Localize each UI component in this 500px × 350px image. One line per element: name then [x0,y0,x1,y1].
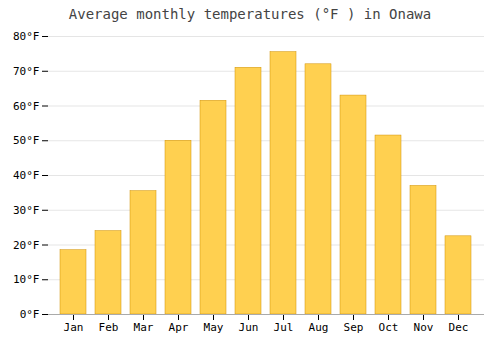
svg-text:50°F: 50°F [13,134,40,147]
svg-text:70°F: 70°F [13,65,40,78]
svg-text:Nov: Nov [414,321,434,334]
svg-text:80°F: 80°F [13,30,40,43]
svg-text:60°F: 60°F [13,100,40,113]
svg-text:May: May [204,321,224,334]
svg-text:40°F: 40°F [13,169,40,182]
svg-text:Jul: Jul [274,321,294,334]
html-text:Average monthly temperatures (: Average monthly temperatures (°F ) in On… [68,6,432,22]
svg-text:30°F: 30°F [13,204,40,217]
svg-text:10°F: 10°F [13,273,40,286]
svg-text:Mar: Mar [134,321,154,334]
svg-text:Sep: Sep [344,321,364,334]
svg-text:20°F: 20°F [13,239,40,252]
svg-text:0°F: 0°F [20,308,40,321]
svg-text:Apr: Apr [169,321,189,334]
svg-text:Dec: Dec [449,321,469,334]
svg-text:Jun: Jun [239,321,259,334]
svg-text:Feb: Feb [99,321,119,334]
svg-text:Oct: Oct [379,321,399,334]
svg-text:Jan: Jan [64,321,84,334]
svg-text:Aug: Aug [309,321,329,334]
